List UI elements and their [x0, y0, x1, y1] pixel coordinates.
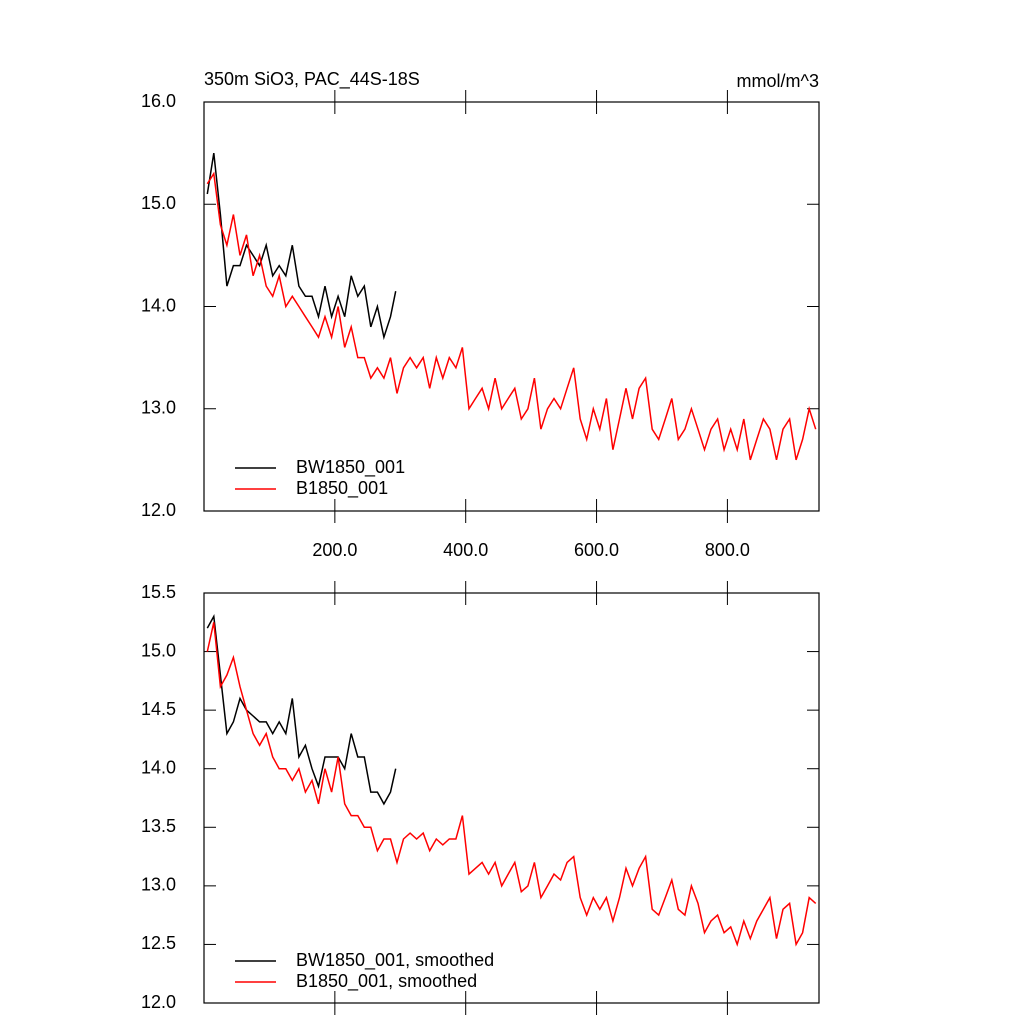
- x-tick-label: 200.0: [312, 540, 357, 560]
- y-tick-label: 15.0: [141, 640, 176, 660]
- y-tick-label: 13.0: [141, 875, 176, 895]
- x-tick-label: 800.0: [705, 540, 750, 560]
- plot-frame: [203, 101, 820, 512]
- y-tick-label: 13.0: [141, 398, 176, 418]
- legend-label: B1850_001: [296, 478, 388, 499]
- series-line: [206, 171, 817, 461]
- legend-label: BW1850_001: [296, 457, 405, 478]
- y-tick-label: 13.5: [141, 816, 176, 836]
- x-tick-label: 400.0: [443, 540, 488, 560]
- y-tick-label: 14.5: [141, 699, 176, 719]
- y-tick-label: 12.0: [141, 992, 176, 1012]
- series-line: [206, 152, 397, 341]
- units-label: mmol/m^3: [737, 71, 819, 91]
- y-tick-label: 12.5: [141, 933, 176, 953]
- chart-title: 350m SiO3, PAC_44S-18S: [204, 69, 420, 90]
- series-line: [206, 613, 397, 806]
- y-tick-label: 14.0: [141, 295, 176, 315]
- legend-label: B1850_001, smoothed: [296, 971, 477, 992]
- y-tick-label: 16.0: [141, 91, 176, 111]
- x-tick-label: 600.0: [574, 540, 619, 560]
- plot-frame: [203, 592, 820, 1004]
- y-tick-label: 15.0: [141, 193, 176, 213]
- y-tick-label: 12.0: [141, 500, 176, 520]
- legend-label: BW1850_001, smoothed: [296, 950, 494, 971]
- y-tick-label: 14.0: [141, 757, 176, 777]
- series-line: [206, 622, 817, 947]
- y-tick-label: 15.5: [141, 582, 176, 602]
